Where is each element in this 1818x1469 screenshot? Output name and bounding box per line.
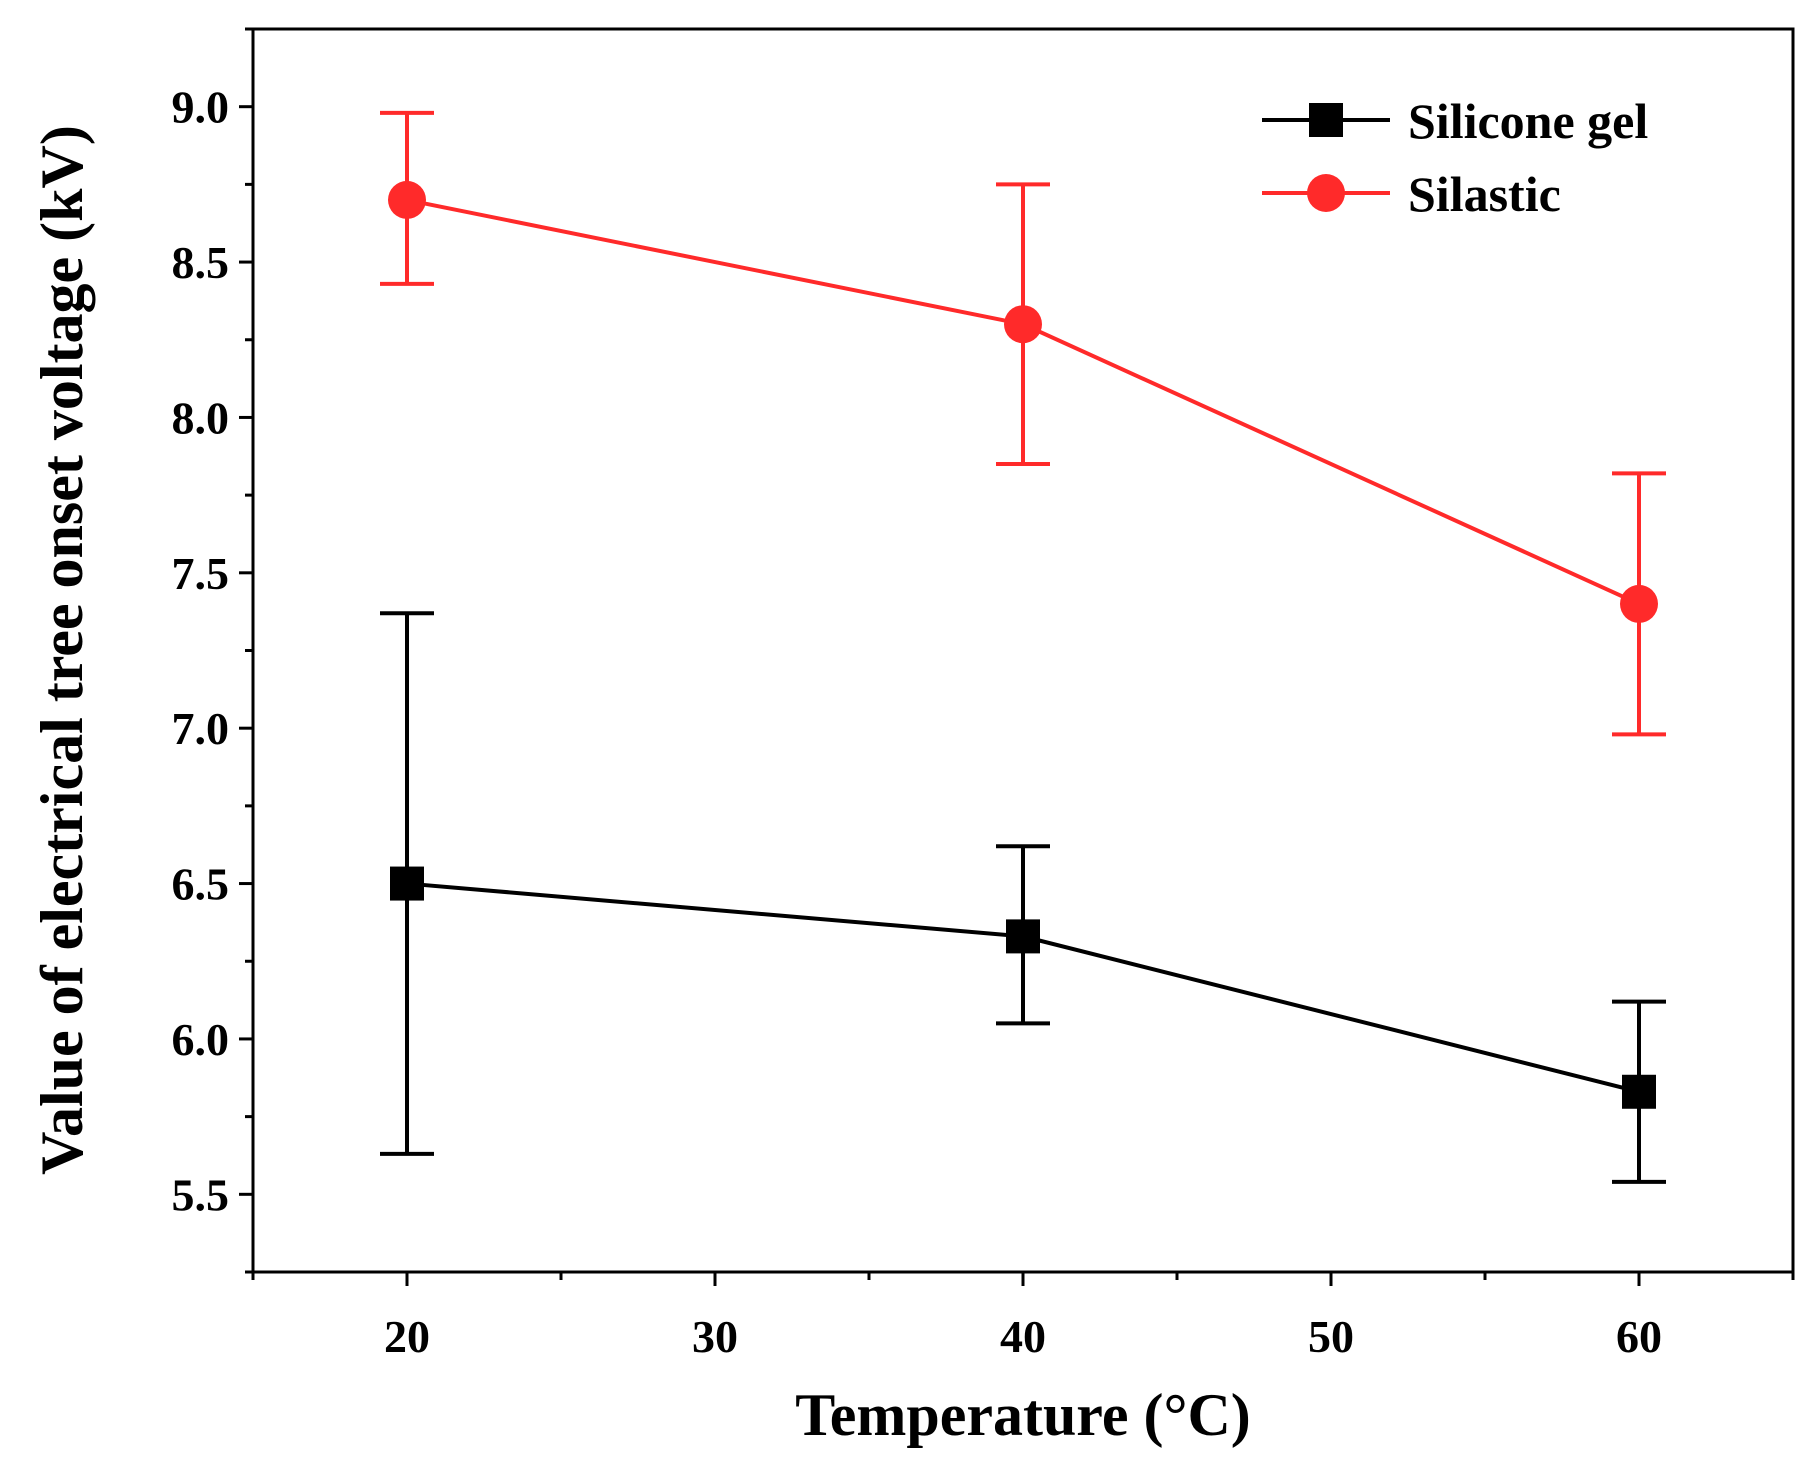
series-silastic: [380, 110, 1666, 737]
x-tick-label: 50: [1308, 1311, 1354, 1362]
y-tick-label: 8.5: [172, 237, 230, 288]
y-tick-label: 7.5: [172, 548, 230, 599]
legend: Silicone gel Silastic: [1262, 93, 1648, 222]
x-tick-label: 20: [384, 1311, 430, 1362]
x-tick-label: 40: [1000, 1311, 1046, 1362]
x-tick-label: 60: [1616, 1311, 1662, 1362]
series-layer: [380, 110, 1666, 1184]
legend-marker-circle: [1307, 174, 1345, 212]
y-axis-title: Value of electrical tree onset voltage (…: [29, 125, 95, 1175]
y-tick-label: 7.0: [172, 703, 230, 754]
legend-label: Silastic: [1408, 166, 1561, 222]
y-tick-label: 8.0: [172, 392, 230, 443]
legend-label: Silicone gel: [1408, 93, 1648, 149]
legend-marker-square: [1309, 103, 1343, 137]
y-tick-label: 9.0: [172, 82, 230, 133]
x-tick-label: 30: [692, 1311, 738, 1362]
x-axis-ticks: 20 30 40 50 60: [251, 1272, 1795, 1362]
data-point-circle: [1004, 305, 1042, 344]
series-silicone-gel: [380, 611, 1666, 1184]
data-point-square: [1622, 1074, 1656, 1109]
x-axis-title: Temperature (°C): [795, 1382, 1251, 1448]
data-point-square: [390, 866, 424, 901]
y-tick-label: 5.5: [172, 1169, 230, 1220]
y-tick-label: 6.5: [172, 859, 230, 910]
data-point-square: [1006, 919, 1040, 954]
data-point-circle: [388, 180, 426, 219]
data-point-circle: [1620, 584, 1658, 623]
y-tick-label: 6.0: [172, 1014, 230, 1065]
y-axis-ticks: 5.5 6.0 6.5 7.0 7.5 8.0 8.5 9.0: [172, 27, 253, 1274]
